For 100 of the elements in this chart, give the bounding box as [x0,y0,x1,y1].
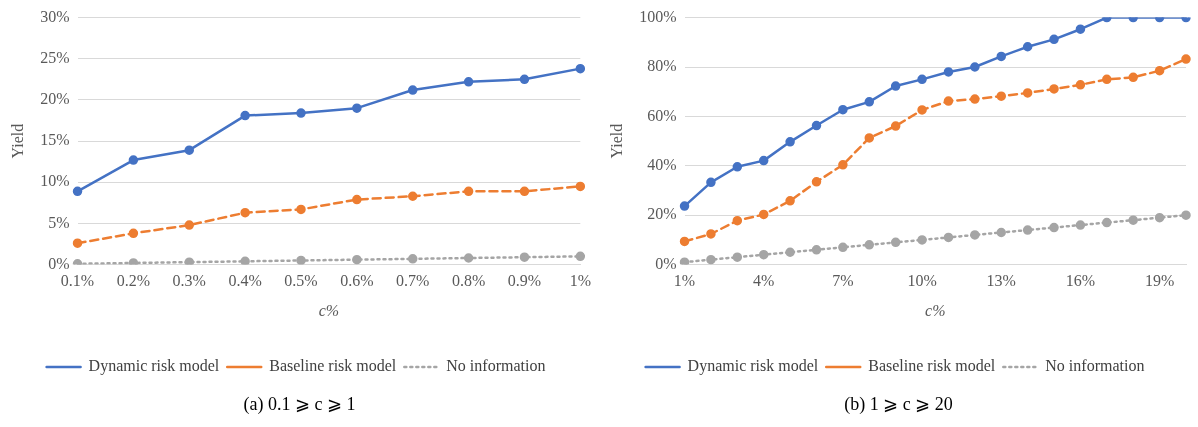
point [732,215,743,226]
text: (b) 1 ⩾ c ⩾ 20 [843,393,954,415]
point [407,254,418,264]
point [890,81,901,91]
point [890,237,901,248]
point [996,51,1006,62]
legend-label: No information [446,357,546,375]
x-axis-title: c% [318,301,340,319]
point [1022,88,1033,98]
point [706,229,716,239]
x-tick-label: 19% [1144,272,1175,290]
point [943,232,954,243]
point [864,240,875,250]
point [917,74,927,85]
x-tick-label: 0.8% [451,272,486,290]
point [785,196,795,206]
y-tick-label: 10% [40,172,70,190]
point [1128,215,1138,225]
x-tick-label: 10% [907,272,937,290]
y-tick-label: 20% [647,205,677,223]
x-tick-label: 13% [986,272,1016,290]
legend-label: Dynamic risk model [687,357,819,376]
point [758,155,769,166]
point [811,245,822,255]
point [519,186,530,197]
y-tick-label: 15% [40,131,70,149]
point [128,228,139,239]
point [184,257,195,265]
point [519,252,530,262]
x-tick-label: 0.4% [228,272,262,290]
point [758,249,769,260]
point [758,209,769,220]
y-tick-label: 0% [655,254,677,272]
point [1075,220,1086,230]
point [519,74,530,85]
point [679,236,690,247]
x-tick-label: 16% [1065,272,1096,290]
legend-label: Baseline risk model [868,357,996,375]
point [706,254,716,265]
y-tick-label: 20% [40,90,70,108]
point [890,121,901,131]
y-axis-title: Yield [8,123,26,159]
point [838,242,848,253]
point [184,220,195,230]
point [732,252,743,262]
text: (a) 0.1 ⩾ c ⩾ 1 [242,393,357,415]
point [1075,80,1086,90]
x-tick-label: 0.2% [116,272,151,290]
point [352,194,362,205]
point [463,186,474,197]
point [296,108,306,118]
x-tick-label: 0.9% [507,272,542,290]
point [240,256,250,265]
point [128,155,139,165]
point [996,91,1006,101]
legend-label: Dynamic risk model [88,357,220,376]
point [864,97,875,107]
point [996,227,1006,238]
point [970,62,980,72]
point [575,251,586,262]
point [811,177,822,187]
point [1049,34,1059,45]
point [1075,24,1086,34]
y-tick-label: 60% [647,106,677,124]
point [296,204,306,215]
point [943,67,954,77]
point [407,85,418,95]
point [785,137,795,147]
y-tick-label: 40% [647,156,677,173]
point [72,238,83,248]
point [1181,54,1191,64]
point [679,257,690,265]
point [1154,212,1165,223]
point [240,207,250,218]
point [917,235,927,245]
point [785,247,795,257]
x-tick-label: 7% [832,272,854,290]
point [463,253,474,263]
x-tick-label: 0.7% [396,272,430,290]
point [1022,42,1033,52]
point [1022,225,1033,235]
y-tick-label: 5% [48,213,70,231]
point [72,186,83,197]
point [575,63,586,74]
point [240,110,250,121]
point [811,120,822,131]
point [1049,222,1059,233]
x-tick-label: 1% [569,272,591,290]
point [732,162,743,172]
y-tick-label: 80% [647,57,677,75]
point [407,191,418,202]
point [463,77,474,87]
y-tick-label: 0% [48,254,70,272]
x-axis-title: c% [925,301,946,319]
point [679,201,690,211]
point [864,133,875,143]
point [838,160,848,170]
point [352,254,362,265]
point [1128,72,1138,83]
point [970,94,980,104]
